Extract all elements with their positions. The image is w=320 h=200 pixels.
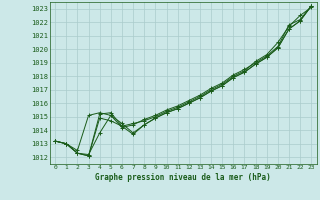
X-axis label: Graphe pression niveau de la mer (hPa): Graphe pression niveau de la mer (hPa) bbox=[95, 173, 271, 182]
